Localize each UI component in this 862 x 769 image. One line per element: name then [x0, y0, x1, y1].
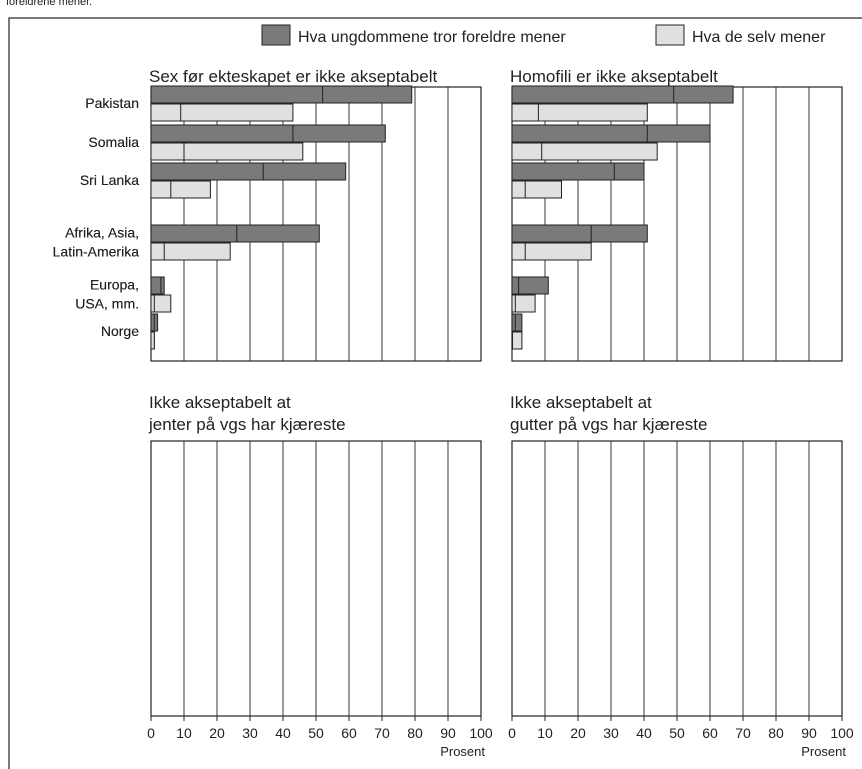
- category-label: Pakistan: [85, 95, 139, 111]
- category-label: Latin-Amerika: [53, 244, 140, 260]
- category-label: USA, mm.: [75, 296, 139, 312]
- bar-parents: [150, 124, 294, 143]
- bar-self: [150, 331, 155, 350]
- bar-parents: [511, 124, 648, 143]
- x-tick-label: 90: [440, 725, 456, 741]
- bar-parents: [511, 313, 516, 332]
- bar-self: [150, 180, 172, 199]
- x-tick-label: 30: [603, 725, 619, 741]
- category-label: Afrika, Asia,: [65, 225, 139, 241]
- category-label: Somalia: [88, 134, 139, 150]
- bar-parents: [511, 162, 615, 181]
- chart-panel-3: Ikke akseptabelt at jenter på vgs har kjæ…: [53, 85, 493, 759]
- bar-parents: [511, 85, 675, 104]
- x-tick-label: 30: [242, 725, 258, 741]
- x-tick-label: 100: [830, 725, 854, 741]
- panel-title-line: Ikke akseptabelt at: [510, 393, 652, 412]
- x-tick-label: 70: [735, 725, 751, 741]
- bar-parents: [150, 85, 324, 104]
- category-label: Afrika, Asia,: [65, 225, 139, 241]
- category-label: Europa,: [90, 277, 139, 293]
- chart-panel-2: Homofili er ikke akseptabelt: [510, 67, 843, 362]
- bar-self: [511, 331, 523, 350]
- legend-label-parents: Hva ungdommene tror foreldre mener: [298, 29, 566, 46]
- panel-title-line: Ikke akseptabelt at: [149, 393, 291, 412]
- x-tick-label: 0: [508, 725, 516, 741]
- category-label: Somalia: [88, 134, 139, 150]
- bar-self: [150, 142, 185, 161]
- bar-self: [511, 242, 526, 261]
- legend-swatch-self: [655, 24, 685, 46]
- category-label: Norge: [101, 323, 139, 339]
- legend-swatch-parents: [261, 24, 291, 46]
- x-tick-label: 80: [768, 725, 784, 741]
- panel-title-line: Sex før ekteskapet er ikke akseptabelt: [149, 67, 437, 86]
- x-tick-label: 70: [374, 725, 390, 741]
- x-axis-label: Prosent: [801, 744, 846, 759]
- x-tick-label: 10: [537, 725, 553, 741]
- panel-title-line: gutter på vgs har kjæreste: [510, 415, 707, 434]
- panel-title-line: Homofili er ikke akseptabelt: [510, 67, 718, 86]
- x-tick-label: 50: [669, 725, 685, 741]
- bar-self: [511, 180, 526, 199]
- legend-label-self: Hva de selv mener: [692, 29, 826, 46]
- x-tick-label: 10: [176, 725, 192, 741]
- bar-self: [511, 331, 513, 350]
- x-tick-label: 50: [308, 725, 324, 741]
- bar-parents: [511, 224, 592, 243]
- bar-self: [150, 103, 182, 122]
- x-tick-label: 60: [341, 725, 357, 741]
- x-tick-label: 60: [702, 725, 718, 741]
- bar-self: [511, 142, 543, 161]
- legend: Hva ungdommene tror foreldre mener Hva d…: [261, 24, 826, 46]
- x-tick-label: 90: [801, 725, 817, 741]
- bar-self: [511, 103, 539, 122]
- x-tick-label: 0: [147, 725, 155, 741]
- category-label: Sri Lanka: [80, 172, 139, 188]
- x-tick-label: 40: [636, 725, 652, 741]
- category-label: Latin-Amerika: [53, 244, 140, 260]
- x-tick-label: 20: [209, 725, 225, 741]
- outer-frame: [8, 17, 862, 769]
- bar-parents: [150, 162, 264, 181]
- bar-parents: [511, 276, 520, 295]
- bar-self: [150, 242, 165, 261]
- bar-parents: [150, 224, 238, 243]
- x-tick-label: 80: [407, 725, 423, 741]
- bar-parents: [150, 313, 155, 332]
- x-tick-label: 100: [469, 725, 493, 741]
- bar-self: [150, 294, 155, 313]
- category-label: Norge: [101, 323, 139, 339]
- category-label: USA, mm.: [75, 296, 139, 312]
- x-axis-label: Prosent: [440, 744, 485, 759]
- x-tick-label: 40: [275, 725, 291, 741]
- category-label: Europa,: [90, 277, 139, 293]
- category-label: Pakistan: [85, 95, 139, 111]
- bar-self: [511, 294, 516, 313]
- x-tick-label: 20: [570, 725, 586, 741]
- chart-panel-4: Ikke akseptabelt at gutter på vgs har kjæ…: [508, 85, 854, 759]
- header-fragment: foreldrene mener.: [6, 0, 92, 8]
- bar-parents: [150, 276, 162, 295]
- category-label: Sri Lanka: [80, 172, 139, 188]
- chart-panel-1: Sex før ekteskapet er ikke akseptabelt Pa…: [53, 67, 482, 362]
- panel-title-line: jenter på vgs har kjæreste: [148, 415, 346, 434]
